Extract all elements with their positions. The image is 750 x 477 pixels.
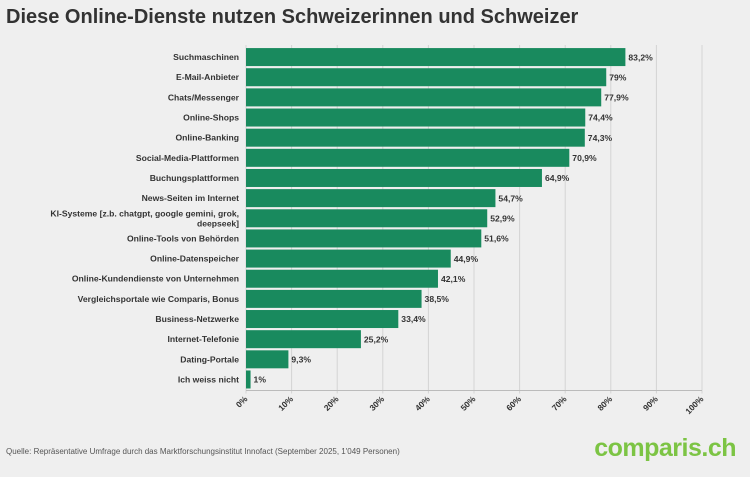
bar <box>246 168 542 187</box>
category-label: Business-Netzwerke <box>155 314 239 324</box>
x-tick-label: 0% <box>234 394 250 410</box>
bar <box>246 249 451 268</box>
bar <box>246 350 289 369</box>
value-label: 33,4% <box>401 314 426 324</box>
value-label: 79% <box>609 72 627 82</box>
bar <box>246 209 488 228</box>
bar <box>246 229 482 248</box>
value-label: 44,9% <box>454 254 479 264</box>
bar <box>246 148 570 167</box>
x-tick-label: 40% <box>413 394 432 413</box>
value-label: 1% <box>254 375 267 385</box>
value-label: 52,9% <box>490 213 515 223</box>
category-label: Suchmaschinen <box>173 52 239 62</box>
bar <box>246 108 586 127</box>
x-tick-label: 100% <box>683 394 706 417</box>
category-label: Buchungsplattformen <box>150 173 239 183</box>
category-label: Vergleichsportale wie Comparis, Bonus <box>78 294 240 304</box>
bar <box>246 370 251 389</box>
bar <box>246 68 607 87</box>
category-label: Online-Kundendienste von Unternehmen <box>72 274 239 284</box>
value-label: 74,3% <box>588 133 613 143</box>
x-tick-label: 50% <box>458 394 477 413</box>
bar <box>246 128 585 147</box>
x-tick-label: 20% <box>322 394 341 413</box>
bar <box>246 310 399 329</box>
category-label: Ich weiss nicht <box>178 374 239 384</box>
bar <box>246 269 438 288</box>
logo-o-smile: o <box>607 434 623 462</box>
chart-title: Diese Online-Dienste nutzen Schweizerinn… <box>6 6 579 28</box>
bar-chart: Suchmaschinen 83,2% E-Mail-Anbieter 79% Chat… <box>50 45 706 417</box>
value-label: 51,6% <box>484 234 509 244</box>
value-label: 77,9% <box>604 93 629 103</box>
bar <box>246 88 602 107</box>
source-footnote: Quelle: Repräsentative Umfrage durch das… <box>6 447 400 456</box>
category-label: Internet-Telefonie <box>168 334 240 344</box>
bar <box>246 48 626 67</box>
x-tick-label: 10% <box>276 394 295 413</box>
value-label: 25,2% <box>364 334 389 344</box>
category-label: Online-Tools von Behörden <box>127 233 239 243</box>
category-label: Online-Datenspeicher <box>150 254 239 264</box>
category-label: Dating-Portale <box>180 354 239 364</box>
bar <box>246 330 361 349</box>
x-tick-label: 30% <box>367 394 386 413</box>
value-label: 42,1% <box>441 274 466 284</box>
category-label: KI-Systeme [z.b. chatgpt, google gemini,… <box>50 208 239 228</box>
category-label: Online-Shops <box>183 113 239 123</box>
value-label: 74,4% <box>588 113 613 123</box>
category-label: Social-Media-Plattformen <box>136 153 239 163</box>
category-label: Online-Banking <box>175 133 239 143</box>
category-label: News-Seiten im Internet <box>142 193 240 203</box>
value-label: 9,3% <box>291 355 311 365</box>
value-label: 70,9% <box>572 153 597 163</box>
x-tick-label: 60% <box>504 394 523 413</box>
x-tick-label: 70% <box>550 394 569 413</box>
value-label: 83,2% <box>628 52 653 62</box>
x-tick-label: 90% <box>641 394 660 413</box>
comparis-logo: comparis.ch <box>594 434 736 462</box>
value-label: 38,5% <box>425 294 450 304</box>
value-label: 54,7% <box>498 193 523 203</box>
category-label: Chats/Messenger <box>168 92 240 102</box>
category-label: E-Mail-Anbieter <box>176 72 240 82</box>
bar <box>246 189 496 208</box>
value-label: 64,9% <box>545 173 570 183</box>
x-tick-label: 80% <box>595 394 614 413</box>
bar <box>246 289 422 308</box>
